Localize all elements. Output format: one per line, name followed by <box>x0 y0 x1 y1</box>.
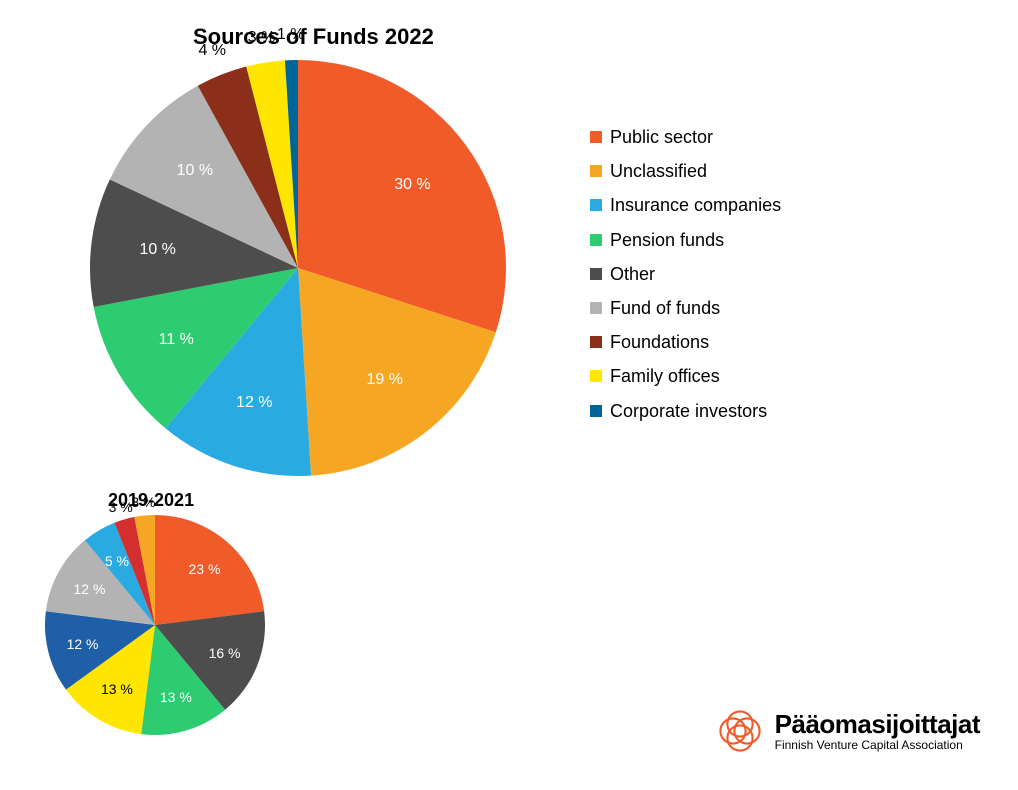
pie-slice-label: 1 % <box>277 26 305 44</box>
legend-label: Corporate investors <box>610 394 767 428</box>
legend-label: Unclassified <box>610 154 707 188</box>
pie-slice-label: 16 % <box>209 645 241 661</box>
pie-slice-label: 3 % <box>131 494 155 510</box>
pie-slice-label: 10 % <box>177 162 213 180</box>
legend-item: Insurance companies <box>590 188 781 222</box>
legend-label: Insurance companies <box>610 188 781 222</box>
legend-swatch <box>590 268 602 280</box>
legend-item: Foundations <box>590 325 781 359</box>
pie-slice-label: 12 % <box>73 581 105 597</box>
legend-item: Public sector <box>590 120 781 154</box>
pie-chart-2022: 30 %19 %12 %11 %10 %10 %4 %3 %1 % <box>90 60 506 476</box>
pie-slice-label: 13 % <box>160 689 192 705</box>
chart-legend: Public sectorUnclassifiedInsurance compa… <box>590 120 781 428</box>
legend-label: Other <box>610 257 655 291</box>
pie-chart-2019-2021: 23 %16 %13 %13 %12 %12 %5 %3 %3 % <box>45 515 265 735</box>
legend-item: Fund of funds <box>590 291 781 325</box>
main-chart-title: Sources of Funds 2022 <box>193 24 434 50</box>
legend-swatch <box>590 234 602 246</box>
legend-item: Corporate investors <box>590 394 781 428</box>
pie-slice-label: 13 % <box>101 681 133 697</box>
legend-label: Public sector <box>610 120 713 154</box>
legend-swatch <box>590 302 602 314</box>
legend-swatch <box>590 199 602 211</box>
legend-item: Unclassified <box>590 154 781 188</box>
pie-slice-label: 12 % <box>67 636 99 652</box>
legend-label: Pension funds <box>610 223 724 257</box>
legend-swatch <box>590 336 602 348</box>
legend-item: Family offices <box>590 359 781 393</box>
logo-icon <box>719 710 761 752</box>
legend-swatch <box>590 370 602 382</box>
pie-slice-label: 3 % <box>109 499 133 515</box>
pie-slice-label: 5 % <box>105 553 129 569</box>
pie-slice-label: 11 % <box>159 331 194 349</box>
logo-brand-name: Pääomasijoittajat <box>775 709 980 740</box>
legend-label: Fund of funds <box>610 291 720 325</box>
legend-swatch <box>590 405 602 417</box>
legend-item: Pension funds <box>590 223 781 257</box>
brand-logo: Pääomasijoittajat Finnish Venture Capita… <box>719 709 980 752</box>
pie-slice-label: 30 % <box>394 176 430 194</box>
pie-slice-label: 23 % <box>188 561 220 577</box>
pie-slice-label: 10 % <box>139 241 175 259</box>
legend-item: Other <box>590 257 781 291</box>
pie-slice-label: 4 % <box>198 42 226 60</box>
legend-swatch <box>590 131 602 143</box>
pie-slice-label: 3 % <box>248 29 276 47</box>
legend-label: Foundations <box>610 325 709 359</box>
pie-slice-label: 19 % <box>366 371 402 389</box>
logo-subtitle: Finnish Venture Capital Association <box>775 738 980 752</box>
legend-label: Family offices <box>610 359 720 393</box>
legend-swatch <box>590 165 602 177</box>
pie-slice-label: 12 % <box>236 394 272 412</box>
